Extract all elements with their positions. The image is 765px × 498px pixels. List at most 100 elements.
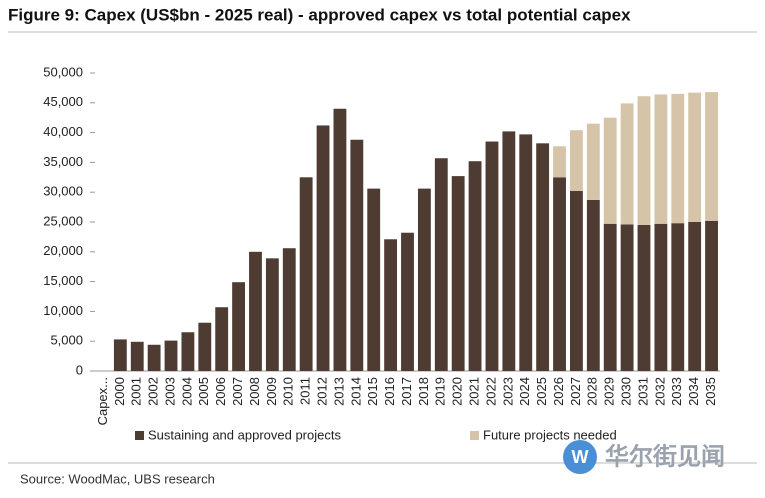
y-tick-label: 5,000: [50, 333, 83, 348]
x-tick-label: 2032: [652, 377, 667, 406]
bar-segment: [282, 248, 296, 371]
bar-segment: [586, 123, 600, 200]
x-tick-label: 2027: [568, 377, 583, 406]
x-tick-label: 2006: [213, 377, 228, 406]
x-tick-label: 2012: [314, 377, 329, 406]
x-tick-label: 2017: [399, 377, 414, 406]
watermark: 华尔街见闻: [605, 442, 725, 470]
bar-segment: [181, 332, 195, 371]
x-tick-label: 2018: [416, 377, 431, 406]
bar-segment: [468, 161, 482, 371]
bar-segment: [333, 108, 347, 371]
bar-segment: [637, 224, 651, 371]
legend-label: Future projects needed: [483, 427, 617, 442]
bar-segment: [502, 131, 516, 371]
bar-segment: [198, 322, 212, 371]
bar-segment: [654, 223, 668, 371]
x-tick-label: 2002: [146, 377, 161, 406]
bar-segment: [232, 282, 245, 371]
watermark-icon: W: [572, 447, 589, 467]
watermark-logo: [563, 440, 597, 474]
bar-segment: [434, 158, 448, 371]
x-tick-label: 2019: [433, 377, 448, 406]
bar-segment: [401, 232, 414, 371]
bar-segment: [671, 93, 685, 224]
y-tick-label: 50,000: [43, 64, 83, 79]
y-tick-label: 35,000: [43, 154, 83, 169]
x-tick-label: 2003: [162, 377, 177, 406]
x-tick-label: 2001: [129, 377, 144, 406]
y-tick-label: 25,000: [43, 213, 83, 228]
bar-segment: [350, 139, 364, 371]
x-tick-label: 2008: [247, 377, 262, 406]
x-tick-label: 2013: [331, 377, 346, 406]
bar-segment: [570, 130, 583, 192]
y-tick-label: 0: [76, 362, 83, 377]
bar-segment: [637, 96, 651, 225]
bar-segment: [249, 251, 262, 371]
x-tick-label: 2010: [281, 377, 296, 406]
x-tick-label: 2026: [551, 377, 566, 406]
legend-label: Sustaining and approved projects: [148, 427, 341, 442]
x-tick-label: 2031: [635, 377, 650, 406]
bar-segment: [164, 340, 178, 371]
x-tick-label: 2024: [517, 377, 532, 406]
y-tick-label: 15,000: [43, 273, 83, 288]
legend-swatch: [470, 431, 479, 440]
bar-segment: [603, 223, 617, 371]
x-tick-label: 2020: [450, 377, 465, 406]
y-tick-label: 20,000: [43, 243, 83, 258]
x-tick-label: 2033: [669, 377, 684, 406]
bar-segment: [671, 223, 685, 371]
y-tick-label: 30,000: [43, 184, 83, 199]
bar-segment: [451, 176, 465, 371]
x-tick-label: 2007: [230, 377, 245, 406]
x-tick-label: 2009: [264, 377, 279, 406]
x-tick-label: 2034: [686, 377, 701, 406]
bar-segment: [688, 222, 702, 371]
x-tick-label: 2029: [602, 377, 617, 406]
bar-segment: [688, 92, 702, 222]
x-tick-label: Capex...: [95, 377, 110, 425]
bar-segment: [553, 177, 566, 371]
x-tick-label: 2016: [382, 377, 397, 406]
bar-segment: [316, 125, 330, 371]
bar-segment: [620, 103, 634, 225]
x-tick-label: 2021: [467, 377, 482, 406]
bar-segment: [586, 199, 600, 371]
x-tick-label: 2030: [619, 377, 634, 406]
bar-segment: [215, 307, 229, 371]
x-tick-label: 2025: [534, 377, 549, 406]
bar-segment: [485, 141, 499, 371]
bar-segment: [603, 117, 617, 224]
source: Source: WoodMac, UBS research: [20, 471, 215, 486]
x-tick-label: 2004: [179, 377, 194, 406]
bar-segment: [265, 258, 279, 371]
y-tick-label: 10,000: [43, 303, 83, 318]
legend-swatch: [135, 431, 144, 440]
bar-segment: [570, 191, 583, 371]
bar-segment: [384, 239, 398, 371]
chart-title: Figure 9: Capex (US$bn - 2025 real) - ap…: [8, 5, 631, 24]
x-tick-label: 2015: [365, 377, 380, 406]
x-tick-label: 2035: [703, 377, 718, 406]
y-tick-label: 45,000: [43, 94, 83, 109]
bar-segment: [536, 143, 550, 371]
bar-segment: [654, 94, 668, 224]
bar-segment: [130, 341, 144, 371]
x-tick-label: 2022: [483, 377, 498, 406]
x-tick-label: 2011: [298, 377, 313, 405]
bar-segment: [705, 220, 718, 371]
x-tick-label: 2005: [196, 377, 211, 406]
bar-segment: [299, 177, 313, 371]
bar-segment: [553, 146, 566, 178]
bar-segment: [519, 134, 533, 371]
bar-segment: [705, 92, 718, 221]
x-tick-label: 2014: [348, 377, 363, 406]
bar-segment: [113, 339, 127, 371]
bar-segment: [147, 344, 161, 371]
bar-segment: [620, 224, 634, 371]
bar-segment: [417, 188, 431, 371]
bar-segment: [367, 188, 381, 371]
